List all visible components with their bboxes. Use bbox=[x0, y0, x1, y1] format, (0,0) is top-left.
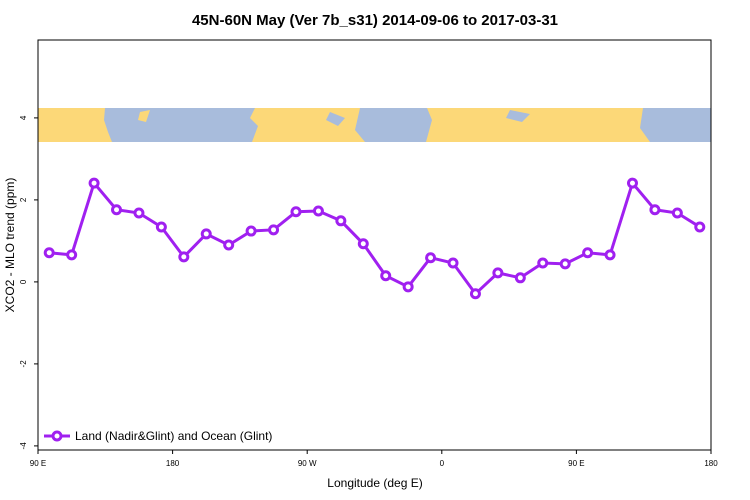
data-point bbox=[514, 272, 526, 284]
x-tick-label: 90 E bbox=[568, 459, 584, 468]
y-tick-label: 2 bbox=[19, 197, 28, 202]
data-point bbox=[335, 215, 347, 227]
data-point bbox=[200, 228, 212, 240]
data-point bbox=[425, 252, 437, 264]
data-point bbox=[66, 249, 78, 261]
legend-label: Land (Nadir&Glint) and Ocean (Glint) bbox=[75, 429, 272, 443]
legend-marker bbox=[51, 430, 63, 442]
data-point bbox=[43, 247, 55, 259]
data-point bbox=[312, 205, 324, 217]
data-point bbox=[626, 177, 638, 189]
y-axis-label: XCO2 - MLO trend (ppm) bbox=[3, 178, 17, 313]
x-tick-label: 0 bbox=[440, 459, 445, 468]
data-point bbox=[380, 270, 392, 282]
data-point bbox=[604, 249, 616, 261]
data-point bbox=[402, 281, 414, 293]
data-point bbox=[178, 251, 190, 263]
map-strip bbox=[38, 108, 711, 142]
x-tick-label: 90 E bbox=[30, 459, 46, 468]
x-tick-label: 180 bbox=[166, 459, 180, 468]
data-line bbox=[49, 180, 701, 297]
y-tick-label: -4 bbox=[19, 442, 28, 450]
data-point bbox=[469, 288, 481, 300]
y-tick-label: 4 bbox=[19, 115, 28, 120]
data-point bbox=[245, 225, 257, 237]
data-point bbox=[447, 257, 459, 269]
data-point bbox=[111, 204, 123, 216]
data-point bbox=[649, 204, 661, 216]
data-point bbox=[268, 224, 280, 236]
data-point bbox=[582, 247, 594, 259]
x-axis-label: Longitude (deg E) bbox=[327, 476, 422, 490]
data-point bbox=[537, 257, 549, 269]
data-point bbox=[290, 206, 302, 218]
data-point bbox=[223, 239, 235, 251]
data-point bbox=[88, 177, 100, 189]
x-tick-label: 180 bbox=[704, 459, 718, 468]
data-point bbox=[155, 221, 167, 233]
chart-title: 45N-60N May (Ver 7b_s31) 2014-09-06 to 2… bbox=[192, 12, 558, 29]
data-point bbox=[492, 267, 504, 279]
data-point bbox=[694, 221, 706, 233]
y-tick-label: 0 bbox=[19, 279, 28, 284]
data-point bbox=[357, 238, 369, 250]
data-point bbox=[671, 207, 683, 219]
y-tick-label: -2 bbox=[19, 360, 28, 368]
data-point bbox=[133, 207, 145, 219]
data-point bbox=[559, 258, 571, 270]
plot-frame bbox=[37, 39, 712, 451]
x-tick-label: 90 W bbox=[298, 459, 317, 468]
